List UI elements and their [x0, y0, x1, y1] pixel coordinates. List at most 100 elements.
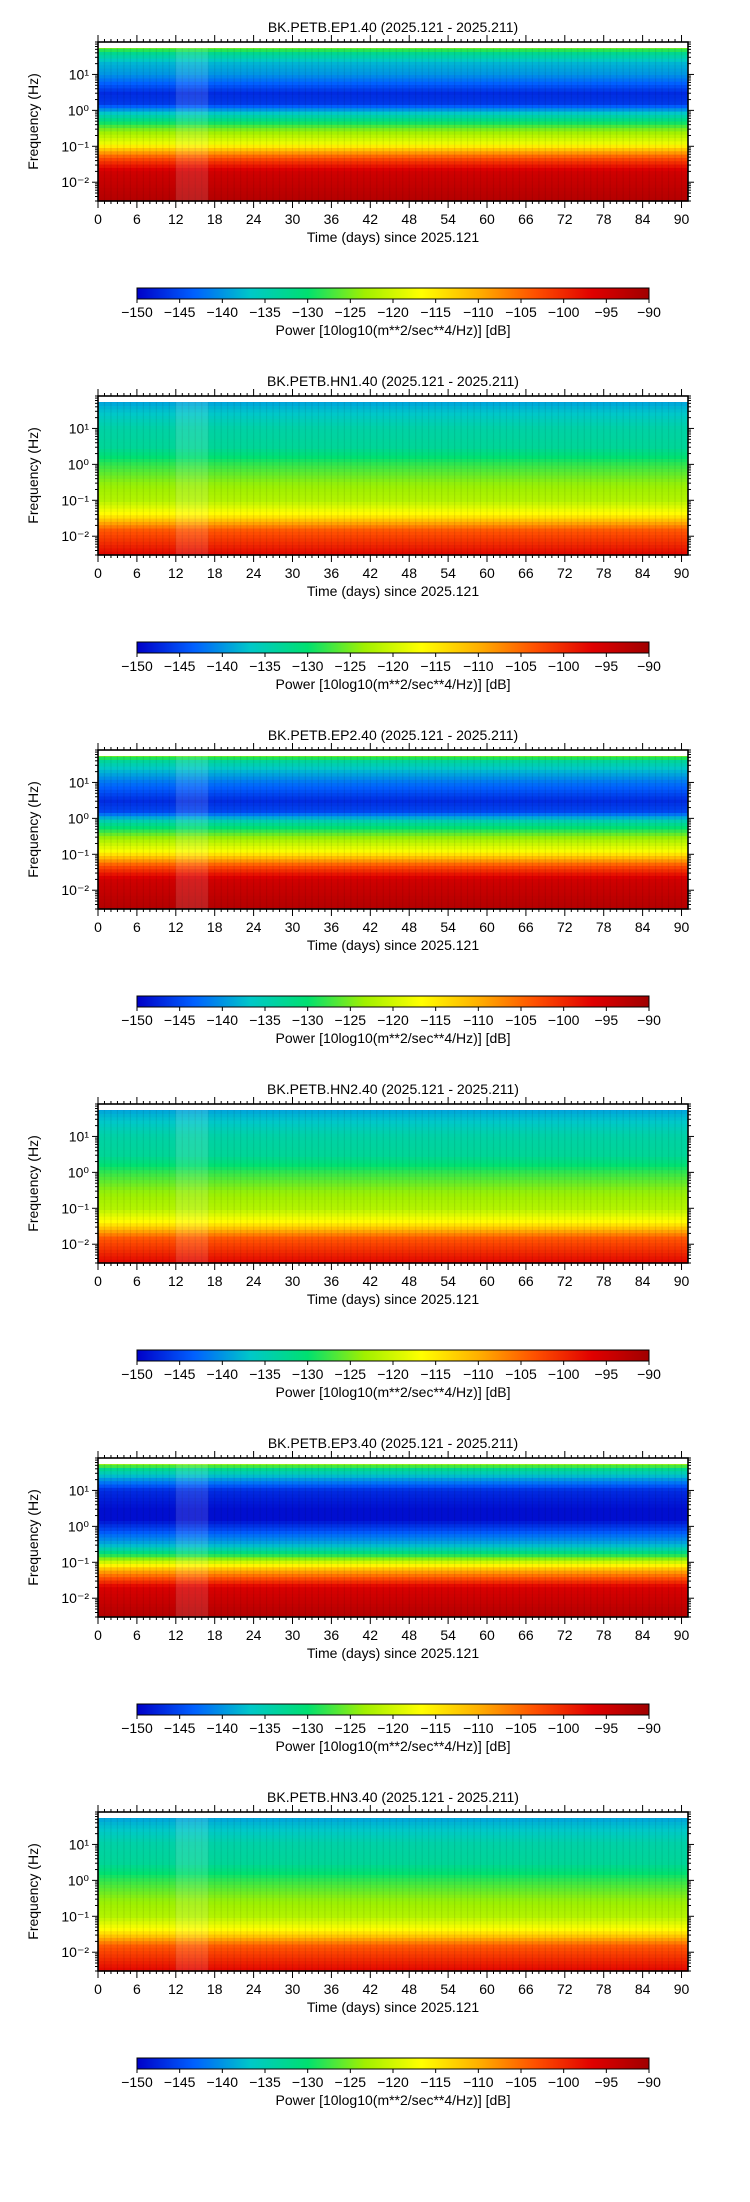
x-tick-label: 30: [285, 211, 301, 227]
x-tick-label: 66: [518, 919, 534, 935]
colorbar-tick-label: −120: [377, 2074, 409, 2090]
x-tick-label: 54: [440, 211, 456, 227]
heatmap-band: [98, 58, 688, 63]
heatmap-band: [98, 1587, 688, 1592]
x-tick-label: 54: [440, 1627, 456, 1643]
colorbar-tick-label: −130: [292, 2074, 324, 2090]
heatmap-band: [98, 895, 688, 900]
y-axis-label: Frequency (Hz): [25, 781, 41, 877]
heatmap-band: [98, 1193, 688, 1198]
heatmap-band: [98, 75, 688, 80]
heatmap-band: [98, 872, 688, 877]
colorbar-tick-label: −115: [420, 304, 451, 320]
heatmap-band: [98, 194, 688, 199]
x-tick-label: 30: [285, 919, 301, 935]
heatmap-band: [98, 1467, 688, 1472]
colorbar-tick-label: −130: [292, 658, 324, 674]
heatmap-band: [98, 892, 688, 897]
chart-title: BK.PETB.EP1.40 (2025.121 - 2025.211): [268, 19, 518, 35]
heatmap-band: [98, 1871, 688, 1876]
x-tick-label: 60: [479, 1627, 495, 1643]
heatmap-band: [98, 865, 688, 870]
heatmap-band: [98, 1464, 688, 1469]
heatmap-band: [98, 1173, 688, 1178]
heatmap-band: [98, 61, 688, 66]
heatmap-band: [98, 55, 688, 60]
heatmap-band: [98, 104, 688, 109]
heatmap-band: [98, 1170, 688, 1175]
heatmap-band: [98, 1186, 688, 1191]
spectrogram-panel-2: BK.PETB.HN1.40 (2025.121 - 2025.211) 0 6 12…: [25, 373, 694, 692]
colorbar-tick-label: −130: [292, 1366, 324, 1382]
y-tick-label: 10¹: [69, 1482, 90, 1498]
spectrogram-heatmap: [98, 1812, 688, 1972]
heatmap-band: [98, 71, 688, 76]
heatmap-band: [98, 879, 688, 884]
colorbar-gradient: [136, 641, 650, 654]
x-tick-label: 0: [94, 211, 102, 227]
x-tick-label: 12: [168, 919, 184, 935]
y-tick-label: 10⁻²: [61, 882, 89, 898]
heatmap-band: [98, 495, 688, 500]
heatmap-band: [98, 1494, 688, 1499]
y-tick-label: 10¹: [69, 1836, 90, 1852]
heatmap-nodata-strip: [98, 750, 688, 756]
x-tick-label: 60: [479, 1273, 495, 1289]
heatmap-band: [98, 1951, 688, 1956]
heatmap-band: [98, 1564, 688, 1568]
heatmap-band: [98, 1501, 688, 1505]
chart-title: BK.PETB.HN2.40 (2025.121 - 2025.211): [267, 1081, 519, 1097]
heatmap-band: [98, 482, 688, 487]
heatmap-band: [98, 1507, 688, 1512]
chart-title: BK.PETB.EP3.40 (2025.121 - 2025.211): [268, 1435, 518, 1451]
x-tick-label: 18: [207, 1273, 223, 1289]
heatmap-band: [98, 148, 688, 152]
y-tick-label: 10⁻¹: [61, 138, 89, 154]
heatmap-band: [98, 1901, 688, 1906]
x-tick-label: 90: [674, 565, 690, 581]
heatmap-band: [98, 1123, 688, 1128]
heatmap-band: [98, 1200, 688, 1204]
heatmap-band: [98, 809, 688, 814]
heatmap-band: [98, 502, 688, 506]
heatmap-band: [98, 167, 688, 172]
x-axis: 0 6 12 18 24 30 36 42 48 54 60 66 72 78 84 90: [94, 1451, 690, 1643]
colorbar-tick-label: −95: [594, 1366, 618, 1382]
y-tick-label: 10⁻²: [61, 1590, 89, 1606]
x-tick-label: 24: [246, 565, 262, 581]
heatmap-band: [98, 1133, 688, 1138]
x-axis: 0 6 12 18 24 30 36 42 48 54 60 66 72 78 84 90: [94, 389, 690, 581]
heatmap-gap-block: [175, 1464, 209, 1617]
heatmap-band: [98, 1583, 688, 1588]
heatmap-band: [98, 442, 688, 447]
heatmap-band: [98, 832, 688, 837]
heatmap-band: [98, 545, 688, 549]
colorbar: −150 −145 −140 −135 −130 −125 −120 −115 −110 −105…: [121, 995, 661, 1046]
heatmap-band: [98, 191, 688, 195]
x-tick-label: 84: [635, 1627, 651, 1643]
y-tick-label: 10¹: [69, 420, 90, 436]
heatmap-band: [98, 1884, 688, 1889]
heatmap-band: [98, 1176, 688, 1181]
heatmap-band: [98, 439, 688, 443]
heatmap-band: [98, 157, 688, 162]
y-axis-label: Frequency (Hz): [25, 73, 41, 169]
colorbar-tick-label: −95: [594, 658, 618, 674]
heatmap-band: [98, 528, 688, 533]
x-tick-label: 78: [596, 919, 612, 935]
heatmap-band: [98, 1511, 688, 1515]
heatmap-band: [98, 1229, 688, 1234]
colorbar-tick-label: −150: [121, 304, 153, 320]
heatmap-band: [98, 1570, 688, 1575]
heatmap-band: [98, 1848, 688, 1853]
colorbar-tick-label: −150: [121, 1720, 153, 1736]
heatmap-band: [98, 468, 688, 473]
colorbar-tick-label: −100: [548, 1012, 580, 1028]
heatmap-band: [98, 1514, 688, 1519]
heatmap-band: [98, 829, 688, 834]
x-tick-label: 84: [635, 211, 651, 227]
heatmap-band: [98, 1865, 688, 1869]
heatmap-band: [98, 1818, 688, 1823]
heatmap-band: [98, 1160, 688, 1165]
heatmap-band: [98, 1845, 688, 1850]
